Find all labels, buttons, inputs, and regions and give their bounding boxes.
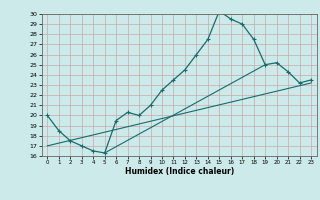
X-axis label: Humidex (Indice chaleur): Humidex (Indice chaleur) xyxy=(124,167,234,176)
